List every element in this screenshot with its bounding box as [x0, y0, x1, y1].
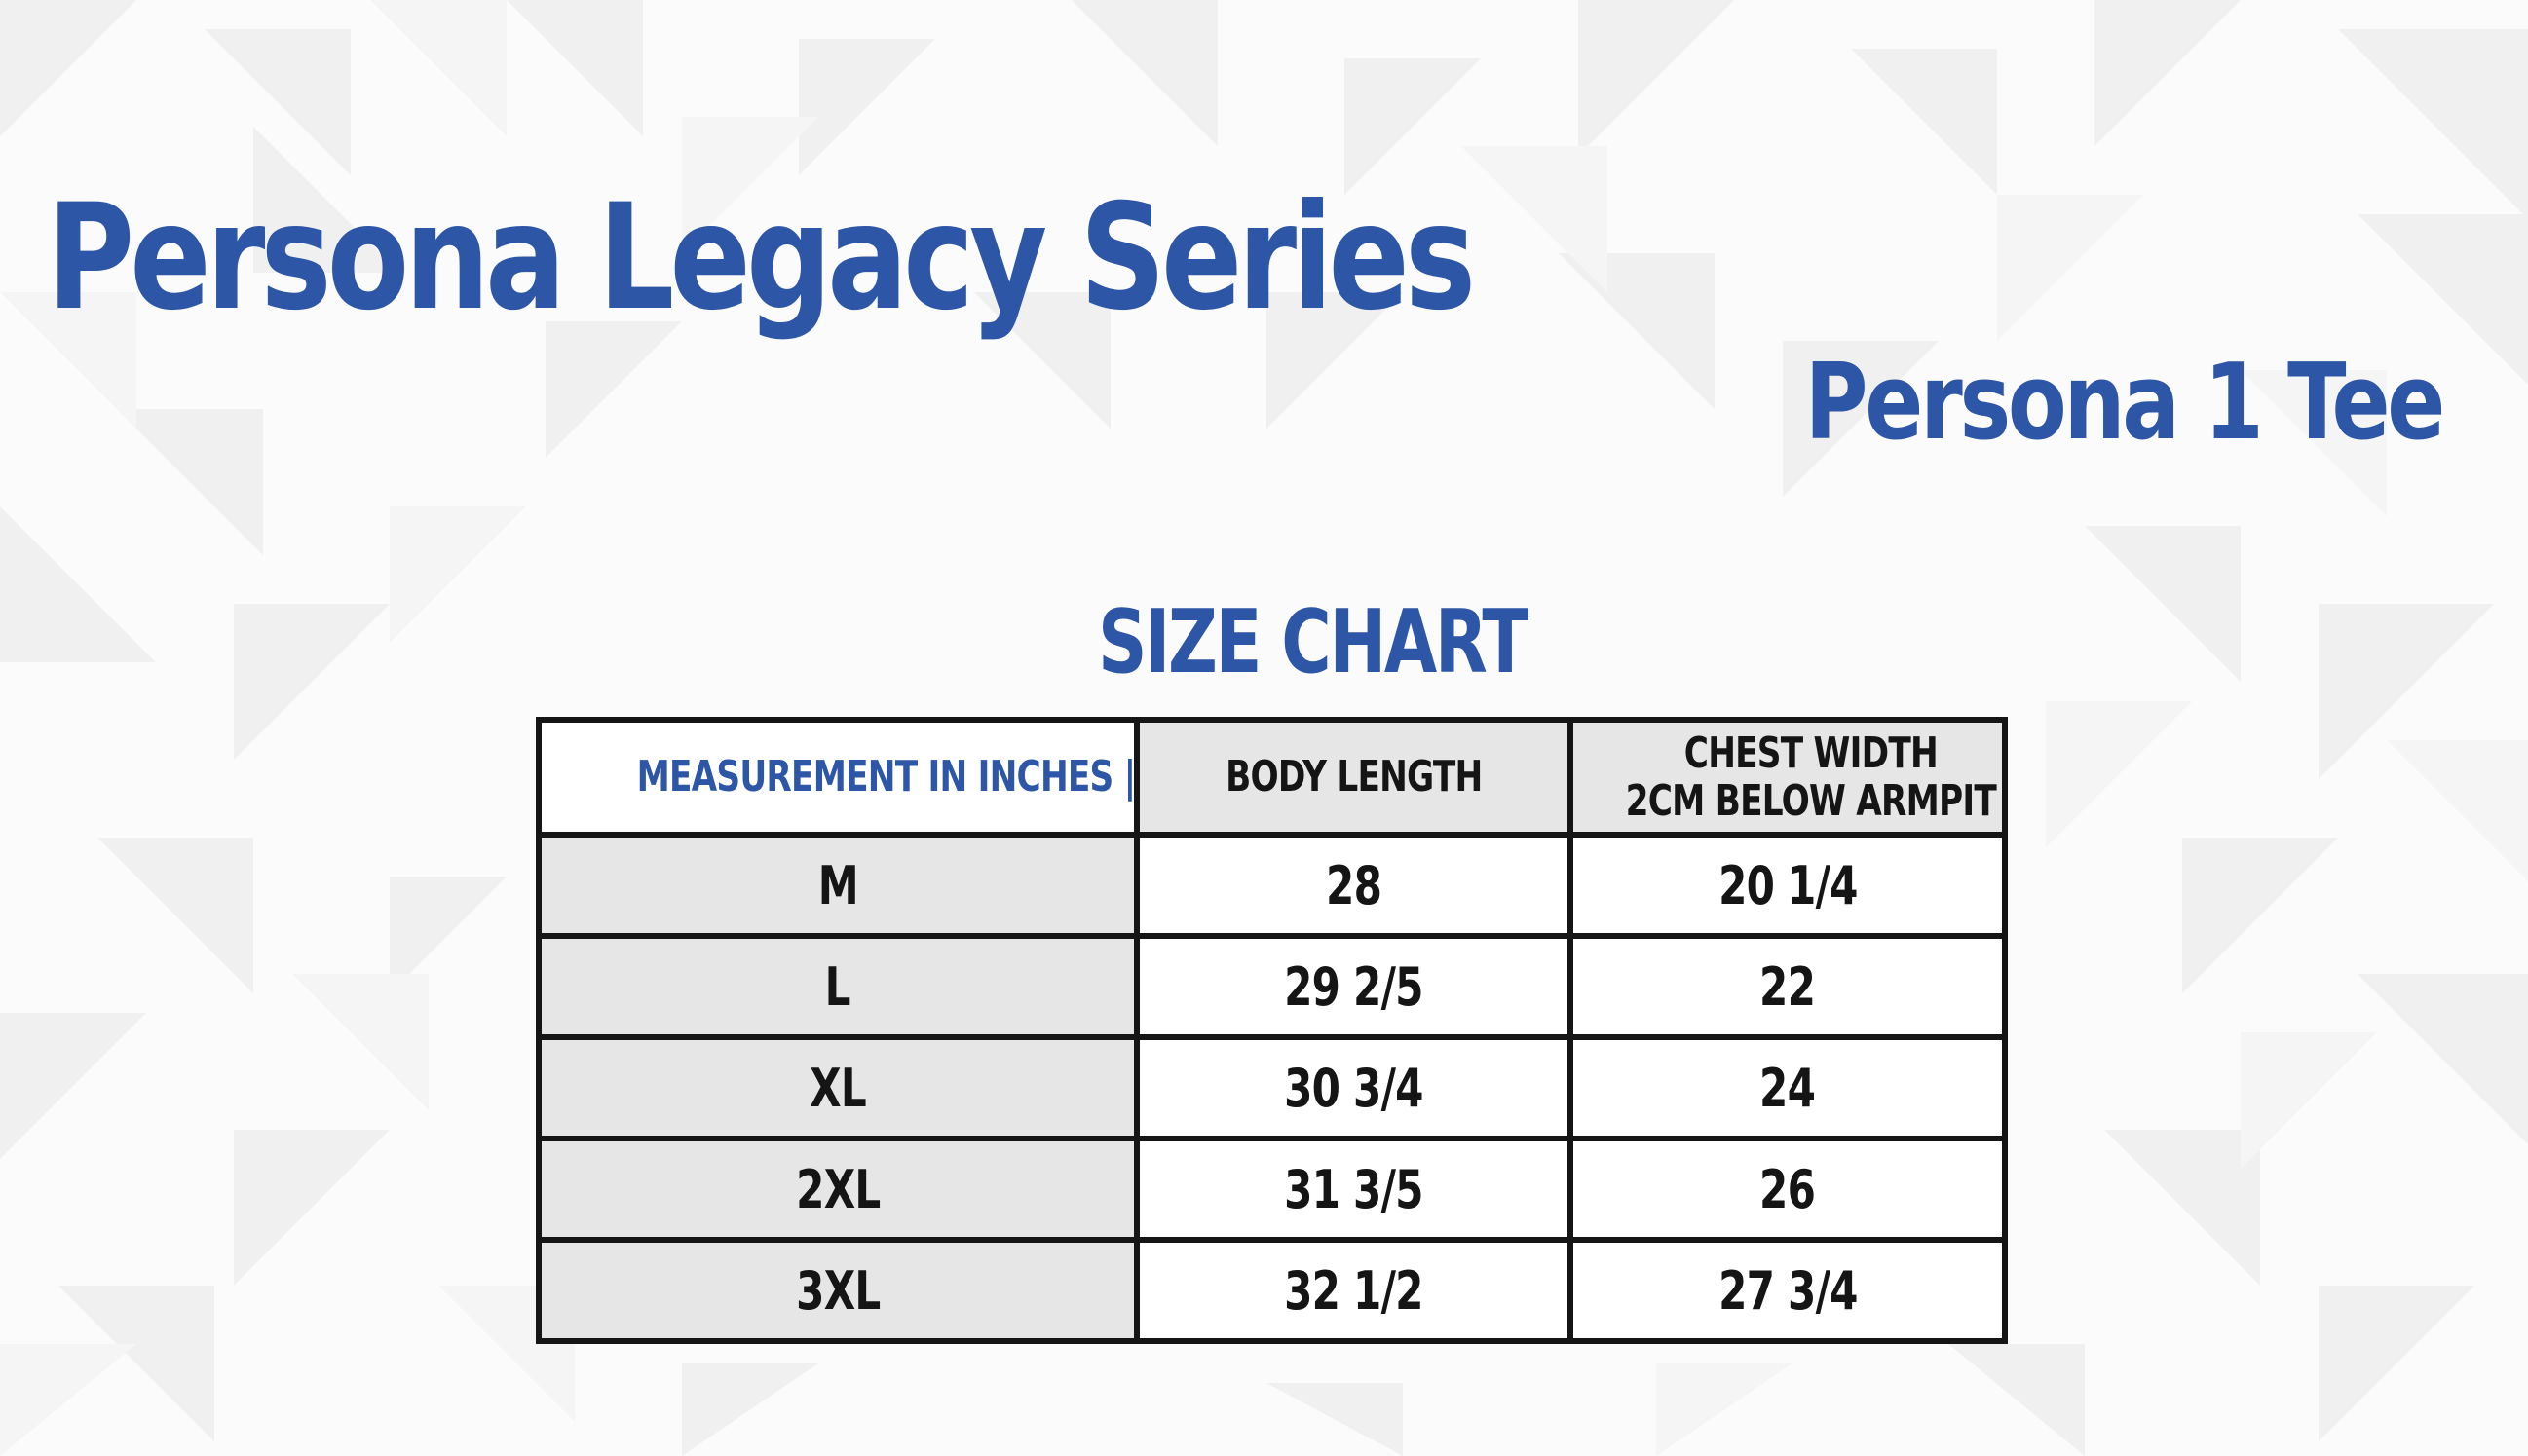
- size-chart-table: MEASUREMENT IN INCHES | US SIZES BODY LE…: [536, 717, 2008, 1344]
- table-row: 3XL 32 1/2 27 3/4: [536, 1237, 2008, 1344]
- body-length-value: 30 3/4: [1284, 1057, 1423, 1119]
- chest-width-value: 22: [1759, 955, 1816, 1018]
- body-length-cell: 30 3/4: [1134, 1034, 1573, 1141]
- size-label: L: [824, 955, 851, 1018]
- size-label: XL: [810, 1057, 867, 1119]
- body-length-cell: 28: [1134, 832, 1573, 939]
- body-length-cell: 29 2/5: [1134, 933, 1573, 1040]
- size-chart-title: SIZE CHART: [1098, 591, 1528, 693]
- chest-width-cell: 24: [1567, 1034, 2008, 1141]
- body-length-cell: 32 1/2: [1134, 1237, 1573, 1344]
- table-row: XL 30 3/4 24: [536, 1034, 2008, 1141]
- header-chest-width-label: CHEST WIDTH: [1683, 728, 1939, 778]
- header-chest-width-note: 2CM BELOW ARMPIT: [1625, 776, 1997, 826]
- body-length-value: 28: [1325, 854, 1382, 916]
- chest-width-cell: 22: [1567, 933, 2008, 1040]
- page-title: Persona Legacy Series: [47, 173, 1476, 343]
- chest-width-value: 26: [1759, 1158, 1816, 1220]
- header-body-length-cell: BODY LENGTH: [1134, 717, 1573, 838]
- table-header-row: MEASUREMENT IN INCHES | US SIZES BODY LE…: [536, 717, 2008, 838]
- chest-width-cell: 27 3/4: [1567, 1237, 2008, 1344]
- size-cell: XL: [536, 1034, 1140, 1141]
- header-measurement-label: MEASUREMENT IN INCHES | US SIZES: [636, 752, 1136, 803]
- chest-width-value: 24: [1759, 1057, 1816, 1119]
- body-length-value: 29 2/5: [1284, 955, 1423, 1018]
- table-row: L 29 2/5 22: [536, 933, 2008, 1040]
- size-cell: L: [536, 933, 1140, 1040]
- size-cell: 3XL: [536, 1237, 1140, 1344]
- chest-width-cell: 20 1/4: [1567, 832, 2008, 939]
- size-label: 3XL: [795, 1259, 881, 1322]
- body-length-value: 32 1/2: [1284, 1259, 1423, 1322]
- chest-width-value: 27 3/4: [1717, 1259, 1858, 1322]
- table-row: M 28 20 1/4: [536, 832, 2008, 939]
- chest-width-value: 20 1/4: [1717, 854, 1858, 916]
- body-length-value: 31 3/5: [1284, 1158, 1423, 1220]
- body-length-cell: 31 3/5: [1134, 1136, 1573, 1243]
- size-label: 2XL: [795, 1158, 881, 1220]
- table-row: 2XL 31 3/5 26: [536, 1136, 2008, 1243]
- size-label: M: [817, 854, 858, 916]
- product-name: Persona 1 Tee: [1804, 342, 2446, 464]
- chest-width-cell: 26: [1567, 1136, 2008, 1243]
- size-cell: M: [536, 832, 1140, 939]
- header-chest-width-cell: CHEST WIDTH 2CM BELOW ARMPIT: [1567, 717, 2008, 838]
- size-cell: 2XL: [536, 1136, 1140, 1243]
- header-measurement-cell: MEASUREMENT IN INCHES | US SIZES: [536, 717, 1140, 838]
- header-body-length-label: BODY LENGTH: [1225, 752, 1483, 803]
